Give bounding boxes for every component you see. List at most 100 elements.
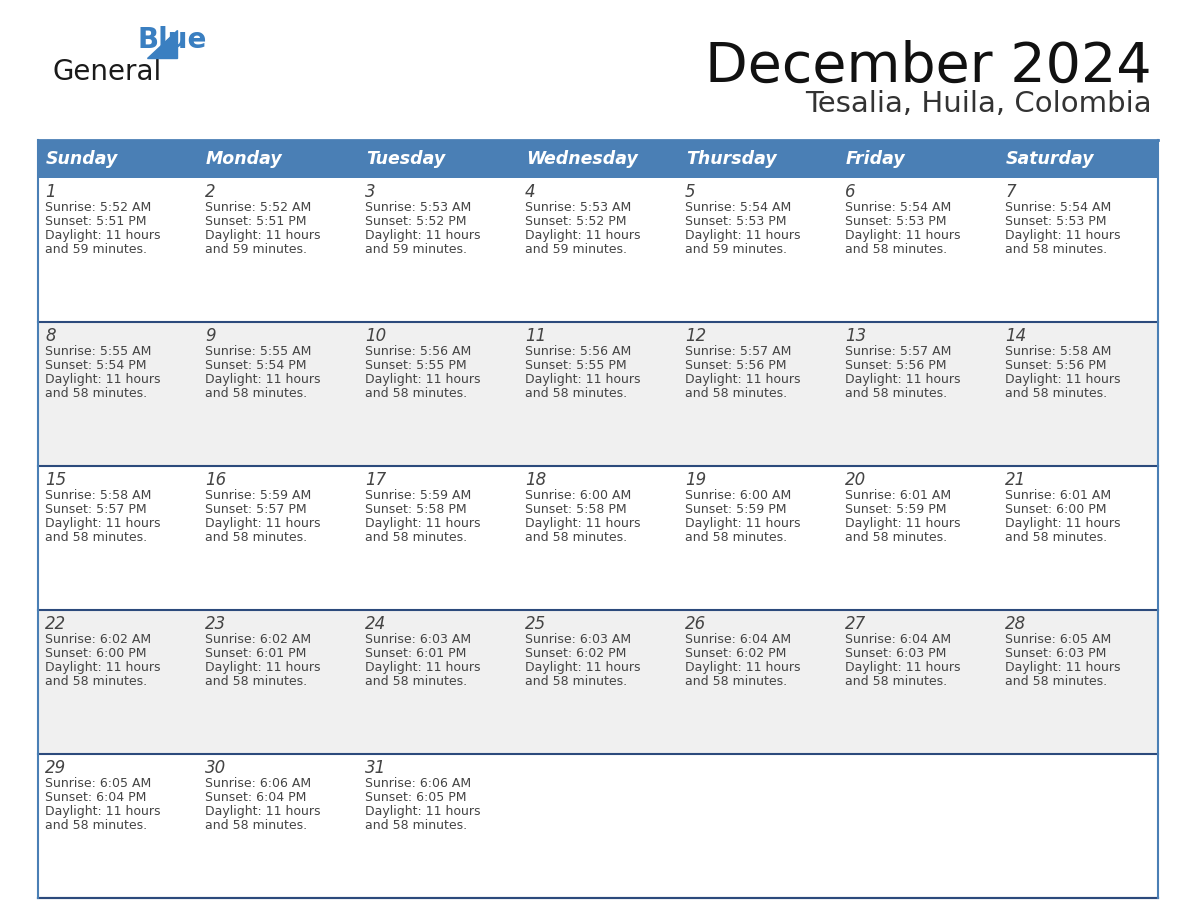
Text: Sunset: 5:57 PM: Sunset: 5:57 PM [206,503,307,516]
Text: Sunrise: 5:52 AM: Sunrise: 5:52 AM [45,201,151,214]
Text: Sunrise: 5:52 AM: Sunrise: 5:52 AM [206,201,311,214]
Text: Daylight: 11 hours: Daylight: 11 hours [45,517,160,530]
Bar [38,178,1158,322]
Text: 29: 29 [45,759,67,777]
Text: Sunset: 5:56 PM: Sunset: 5:56 PM [845,359,947,372]
Text: Daylight: 11 hours: Daylight: 11 hours [365,229,480,242]
Text: and 59 minutes.: and 59 minutes. [365,243,467,256]
Text: Daylight: 11 hours: Daylight: 11 hours [845,517,961,530]
Text: Sunrise: 6:02 AM: Sunrise: 6:02 AM [206,633,311,646]
Text: Sunset: 6:03 PM: Sunset: 6:03 PM [1005,647,1106,660]
Bar [38,140,1158,178]
Text: Daylight: 11 hours: Daylight: 11 hours [845,661,961,674]
Text: Daylight: 11 hours: Daylight: 11 hours [685,373,801,386]
Text: Sunset: 6:03 PM: Sunset: 6:03 PM [845,647,947,660]
Text: 20: 20 [845,471,866,489]
Text: Sunrise: 5:54 AM: Sunrise: 5:54 AM [1005,201,1111,214]
Text: 15: 15 [45,471,67,489]
Text: Wednesday: Wednesday [526,150,638,168]
Text: December 2024: December 2024 [706,40,1152,94]
Text: and 58 minutes.: and 58 minutes. [1005,531,1107,544]
Text: and 58 minutes.: and 58 minutes. [206,675,308,688]
Text: Sunrise: 6:05 AM: Sunrise: 6:05 AM [1005,633,1111,646]
Text: Sunrise: 5:56 AM: Sunrise: 5:56 AM [525,345,631,358]
Text: and 58 minutes.: and 58 minutes. [365,531,467,544]
Text: and 58 minutes.: and 58 minutes. [206,819,308,832]
Text: 16: 16 [206,471,226,489]
Text: Sunrise: 5:56 AM: Sunrise: 5:56 AM [365,345,472,358]
Text: Daylight: 11 hours: Daylight: 11 hours [525,661,640,674]
Text: Sunset: 6:04 PM: Sunset: 6:04 PM [45,791,146,804]
Text: Daylight: 11 hours: Daylight: 11 hours [525,373,640,386]
Text: Sunset: 5:51 PM: Sunset: 5:51 PM [45,215,146,228]
Text: Sunset: 5:54 PM: Sunset: 5:54 PM [206,359,307,372]
Text: and 58 minutes.: and 58 minutes. [845,675,947,688]
Text: Sunset: 5:55 PM: Sunset: 5:55 PM [525,359,626,372]
Text: Sunrise: 5:59 AM: Sunrise: 5:59 AM [365,489,472,502]
Text: Sunday: Sunday [46,150,119,168]
Text: Sunset: 5:56 PM: Sunset: 5:56 PM [1005,359,1106,372]
Text: Saturday: Saturday [1006,150,1094,168]
Text: Sunrise: 6:06 AM: Sunrise: 6:06 AM [206,777,311,790]
Bar [38,610,1158,754]
Text: Sunset: 6:04 PM: Sunset: 6:04 PM [206,791,307,804]
Text: and 58 minutes.: and 58 minutes. [1005,387,1107,400]
Text: Daylight: 11 hours: Daylight: 11 hours [365,661,480,674]
Text: Sunrise: 5:54 AM: Sunrise: 5:54 AM [845,201,952,214]
Text: 4: 4 [525,183,536,201]
Text: Sunset: 6:01 PM: Sunset: 6:01 PM [206,647,307,660]
Text: 2: 2 [206,183,216,201]
Text: Sunset: 5:51 PM: Sunset: 5:51 PM [206,215,307,228]
Text: 27: 27 [845,615,866,633]
Text: 8: 8 [45,327,56,345]
Text: 3: 3 [365,183,375,201]
Text: Blue: Blue [137,26,207,54]
Text: Sunset: 6:05 PM: Sunset: 6:05 PM [365,791,467,804]
Text: 31: 31 [365,759,386,777]
Text: and 58 minutes.: and 58 minutes. [525,675,627,688]
Text: Daylight: 11 hours: Daylight: 11 hours [206,229,321,242]
Text: Daylight: 11 hours: Daylight: 11 hours [845,229,961,242]
Text: 26: 26 [685,615,706,633]
Text: Sunset: 5:58 PM: Sunset: 5:58 PM [365,503,467,516]
Text: Daylight: 11 hours: Daylight: 11 hours [525,229,640,242]
Text: 22: 22 [45,615,67,633]
Text: 1: 1 [45,183,56,201]
Text: 18: 18 [525,471,546,489]
Text: and 58 minutes.: and 58 minutes. [45,675,147,688]
Text: and 58 minutes.: and 58 minutes. [685,387,788,400]
Text: Sunrise: 5:59 AM: Sunrise: 5:59 AM [206,489,311,502]
Text: Thursday: Thursday [685,150,777,168]
Text: 9: 9 [206,327,216,345]
Text: 28: 28 [1005,615,1026,633]
Text: Daylight: 11 hours: Daylight: 11 hours [45,661,160,674]
Text: and 59 minutes.: and 59 minutes. [45,243,147,256]
Text: Daylight: 11 hours: Daylight: 11 hours [206,517,321,530]
Text: 10: 10 [365,327,386,345]
Text: and 58 minutes.: and 58 minutes. [845,243,947,256]
Text: Sunrise: 6:04 AM: Sunrise: 6:04 AM [845,633,952,646]
Text: and 58 minutes.: and 58 minutes. [685,531,788,544]
Text: 24: 24 [365,615,386,633]
Polygon shape [147,30,177,58]
Text: and 58 minutes.: and 58 minutes. [365,387,467,400]
Text: Daylight: 11 hours: Daylight: 11 hours [206,373,321,386]
Text: Daylight: 11 hours: Daylight: 11 hours [206,805,321,818]
Text: Sunrise: 5:58 AM: Sunrise: 5:58 AM [45,489,151,502]
Text: Friday: Friday [846,150,905,168]
Text: Sunset: 6:00 PM: Sunset: 6:00 PM [45,647,146,660]
Text: Sunset: 5:59 PM: Sunset: 5:59 PM [685,503,786,516]
Text: and 58 minutes.: and 58 minutes. [845,387,947,400]
Text: Sunset: 5:56 PM: Sunset: 5:56 PM [685,359,786,372]
Text: Tesalia, Huila, Colombia: Tesalia, Huila, Colombia [805,90,1152,118]
Text: Sunrise: 6:02 AM: Sunrise: 6:02 AM [45,633,151,646]
Text: Sunset: 5:53 PM: Sunset: 5:53 PM [685,215,786,228]
Text: Sunrise: 6:04 AM: Sunrise: 6:04 AM [685,633,791,646]
Text: and 58 minutes.: and 58 minutes. [45,819,147,832]
Bar [38,322,1158,466]
Text: 12: 12 [685,327,706,345]
Text: Sunset: 5:59 PM: Sunset: 5:59 PM [845,503,947,516]
Text: and 59 minutes.: and 59 minutes. [685,243,786,256]
Text: Daylight: 11 hours: Daylight: 11 hours [45,805,160,818]
Text: Sunset: 5:53 PM: Sunset: 5:53 PM [845,215,947,228]
